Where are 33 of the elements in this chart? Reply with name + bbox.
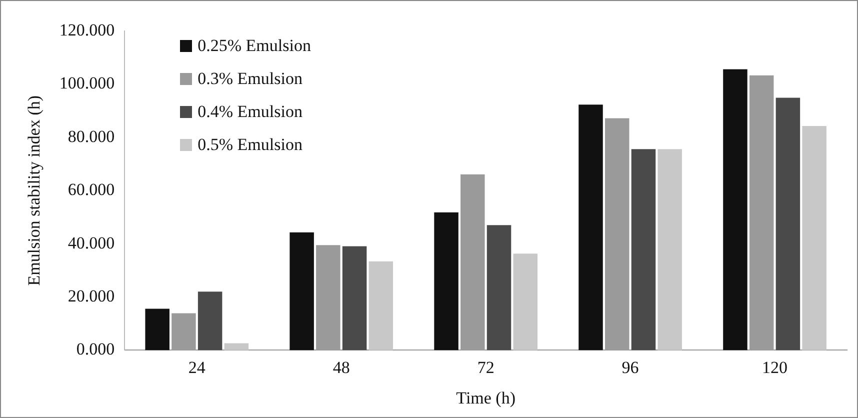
bar	[802, 126, 826, 350]
legend-label: 0.4% Emulsion	[198, 102, 302, 122]
y-tick-label: 0.000	[76, 340, 115, 359]
bar	[368, 261, 394, 350]
y-tick-label: 100.000	[59, 74, 115, 93]
y-axis-title: Emulsion stability index (h)	[24, 95, 44, 286]
legend-label: 0.25% Emulsion	[198, 36, 311, 56]
x-tick-label: 24	[188, 358, 206, 377]
x-tick-label: 48	[332, 358, 350, 377]
bar	[342, 246, 367, 350]
bar	[486, 225, 512, 350]
y-tick-label: 40.000	[68, 233, 115, 252]
bar	[723, 69, 748, 350]
bar	[145, 308, 170, 350]
bar	[224, 343, 249, 350]
bar	[578, 104, 603, 350]
bar	[513, 254, 538, 350]
bar	[658, 149, 682, 350]
legend-label: 0.3% Emulsion	[198, 69, 302, 89]
bar	[290, 232, 314, 350]
y-tick-label: 20.000	[68, 286, 115, 306]
y-tick-label: 120.000	[59, 20, 115, 40]
bar	[776, 98, 800, 350]
y-tick-label: 80.000	[68, 126, 115, 146]
x-axis-title: Time (h)	[456, 388, 516, 408]
bar	[631, 149, 656, 350]
x-tick-label: 96	[622, 358, 639, 377]
x-tick-label: 72	[477, 358, 494, 377]
bar	[434, 212, 458, 350]
legend-label: 0.5% Emulsion	[198, 135, 302, 155]
x-tick-label: 120	[762, 358, 788, 377]
bar	[198, 292, 222, 350]
y-tick-label: 60.000	[68, 180, 115, 200]
